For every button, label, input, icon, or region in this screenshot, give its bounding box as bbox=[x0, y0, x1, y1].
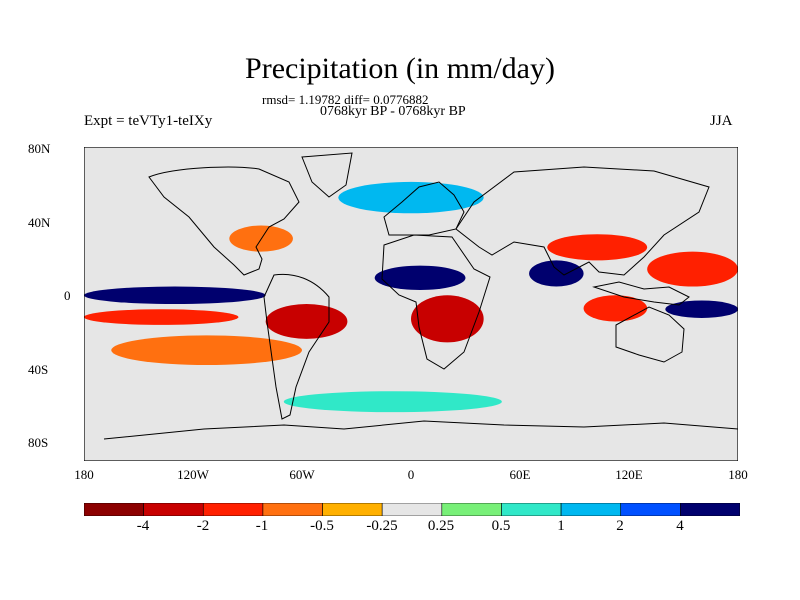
precip-map bbox=[84, 147, 738, 461]
coastline-layer bbox=[103, 152, 738, 440]
coast-south-america bbox=[263, 273, 330, 420]
coast-greenland bbox=[301, 152, 353, 198]
colorbar-cell bbox=[202, 503, 264, 516]
colorbar bbox=[84, 503, 740, 516]
period-label: 0768kyr BP - 0768kyr BP bbox=[320, 104, 466, 119]
coast-africa bbox=[381, 234, 491, 370]
colorbar-cell bbox=[143, 503, 204, 516]
anomaly-layer bbox=[84, 181, 738, 413]
colorbar-label: -0.25 bbox=[366, 518, 398, 534]
lat-tick-80n: 80N bbox=[28, 141, 51, 156]
lon-tick-60w: 60W bbox=[289, 467, 315, 482]
colorbar-cell bbox=[322, 503, 383, 516]
colorbar-label: 1 bbox=[557, 518, 565, 534]
colorbar-label: 0.25 bbox=[427, 518, 455, 534]
colorbar-label: -0.5 bbox=[310, 518, 334, 534]
anomaly-region bbox=[265, 304, 348, 339]
anomaly-region bbox=[411, 295, 484, 343]
coast-europe bbox=[383, 181, 465, 236]
colorbar-cell bbox=[262, 503, 323, 516]
anomaly-region bbox=[111, 335, 302, 366]
lon-tick-180e: 180 bbox=[728, 467, 748, 482]
experiment-label: Expt = teVTy1-teIXy bbox=[84, 113, 213, 129]
anomaly-region bbox=[529, 260, 584, 287]
lon-tick-60e: 60E bbox=[509, 467, 531, 482]
anomaly-region bbox=[374, 265, 466, 291]
stats-line: rmsd= 1.19782 diff= 0.0776882 bbox=[262, 92, 429, 107]
colorbar-cell bbox=[680, 503, 740, 516]
colorbar-label: 4 bbox=[676, 518, 684, 534]
lat-tick-80s: 80S bbox=[28, 435, 49, 450]
colorbar-cell bbox=[560, 503, 622, 516]
anomaly-region bbox=[84, 286, 266, 304]
anomaly-region bbox=[665, 300, 738, 318]
lon-tick-0: 0 bbox=[407, 467, 415, 482]
lon-tick-180w: 180 bbox=[74, 467, 94, 482]
coast-maritime bbox=[592, 281, 690, 306]
colorbar-cell bbox=[84, 503, 144, 516]
colorbar-label: -1 bbox=[255, 518, 269, 534]
colorbar-cell bbox=[441, 503, 502, 516]
colorbar-label: 0.5 bbox=[491, 518, 511, 534]
anomaly-region bbox=[283, 391, 502, 413]
colorbar-label: -2 bbox=[196, 518, 210, 534]
anomaly-region bbox=[547, 234, 648, 261]
colorbar-label: -4 bbox=[136, 518, 150, 534]
coast-north-america bbox=[148, 166, 300, 276]
coast-antarctica bbox=[103, 420, 738, 440]
colorbar-cell bbox=[620, 503, 681, 516]
coast-asia bbox=[455, 166, 710, 276]
coast-australia bbox=[615, 306, 685, 363]
chart-title: Precipitation (in mm/day) bbox=[245, 52, 555, 85]
lat-tick-40s: 40S bbox=[28, 362, 49, 377]
lon-tick-120e: 120E bbox=[615, 467, 643, 482]
colorbar-cell bbox=[381, 503, 443, 516]
lat-tick-eq: 0 bbox=[64, 288, 71, 303]
lon-tick-120w: 120W bbox=[177, 467, 209, 482]
anomaly-region bbox=[647, 251, 738, 287]
anomaly-region bbox=[583, 295, 648, 322]
colorbar-label: 2 bbox=[616, 518, 624, 534]
colorbar-cell bbox=[501, 503, 562, 516]
anomaly-region bbox=[84, 309, 239, 325]
lat-tick-40n: 40N bbox=[28, 215, 51, 230]
season-label: JJA bbox=[710, 113, 733, 129]
